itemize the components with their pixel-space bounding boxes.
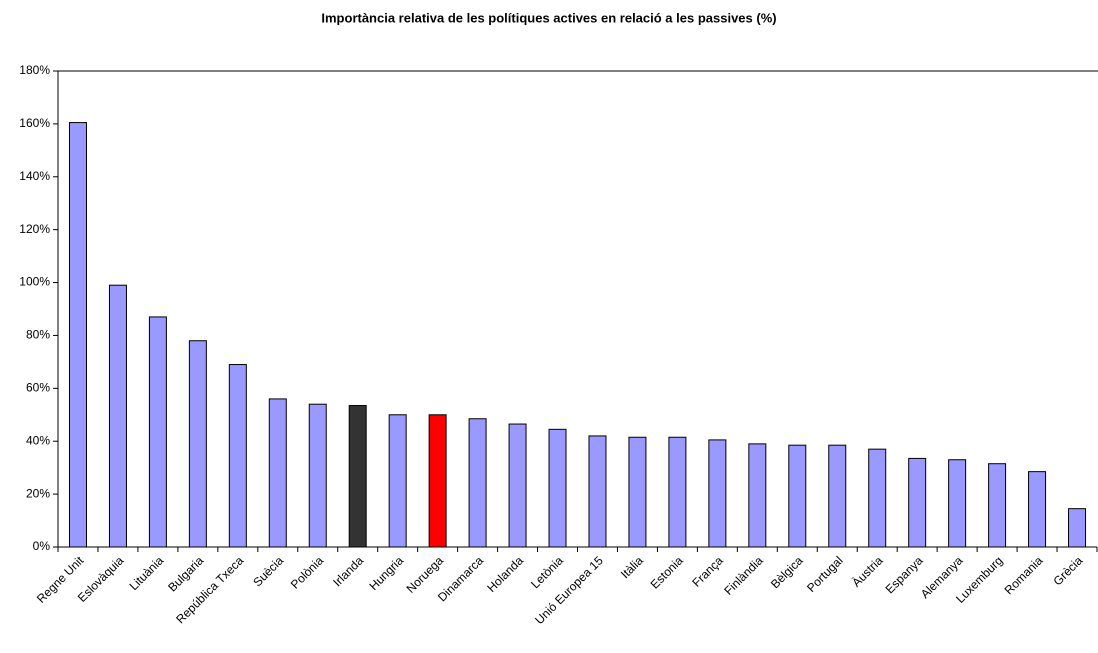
x-tick-label: Itàlia: [618, 553, 646, 581]
bar: [188, 340, 207, 548]
bar: [268, 398, 287, 548]
x-tick-label: Romania: [1002, 553, 1046, 597]
y-tick-label: 160%: [19, 116, 50, 130]
bar: [1068, 508, 1087, 548]
bar: [108, 284, 127, 548]
bar: [788, 444, 807, 548]
x-tick-label: Polònia: [288, 553, 326, 591]
y-tick-label: 80%: [26, 328, 50, 342]
y-tick-label: 60%: [26, 381, 50, 395]
bar: [508, 423, 527, 548]
bar: [748, 443, 767, 548]
bar: [548, 428, 567, 548]
x-tick-label: Suècia: [250, 553, 286, 589]
y-tick-label: 0%: [33, 539, 51, 553]
x-tick-label: Grècia: [1050, 553, 1085, 588]
bar: [428, 414, 447, 548]
x-tick-label: Irlanda: [330, 553, 366, 589]
bar: [228, 364, 247, 548]
bar: [628, 436, 647, 548]
x-tick-label: Àustria: [849, 553, 886, 590]
bar: [828, 444, 847, 548]
x-tick-label: Unió Europea 15: [532, 553, 606, 627]
x-tick-label: Letònia: [528, 553, 566, 591]
bar: [68, 122, 87, 548]
bar: [1028, 471, 1047, 548]
y-tick-label: 20%: [26, 486, 50, 500]
bar: [908, 457, 927, 548]
x-tick-label: Holanda: [484, 553, 526, 595]
bar: [988, 463, 1007, 548]
y-tick-label: 140%: [19, 169, 50, 183]
x-tick-label: França: [689, 553, 726, 590]
bar: [348, 405, 367, 548]
bar: [868, 448, 887, 548]
x-tick-label: Portugal: [804, 553, 846, 595]
y-tick-label: 100%: [19, 275, 50, 289]
x-tick-label: Finlàndia: [721, 553, 766, 598]
bar: [668, 436, 687, 548]
bar: [388, 414, 407, 548]
bar: [588, 435, 607, 548]
bar: [308, 403, 327, 548]
x-tick-label: Estonia: [648, 553, 686, 591]
x-tick-label: Hungria: [366, 553, 406, 593]
x-tick-label: Bèlgica: [768, 553, 806, 591]
y-tick-label: 120%: [19, 222, 50, 236]
bar: [708, 439, 727, 548]
bar: [948, 459, 967, 548]
bar: [468, 418, 487, 548]
y-tick-label: 40%: [26, 433, 50, 447]
x-tick-label: Lituània: [127, 553, 167, 593]
y-tick-label: 180%: [19, 63, 50, 77]
bar: [148, 316, 167, 548]
chart-title: Importància relativa de les polítiques a…: [321, 10, 776, 25]
